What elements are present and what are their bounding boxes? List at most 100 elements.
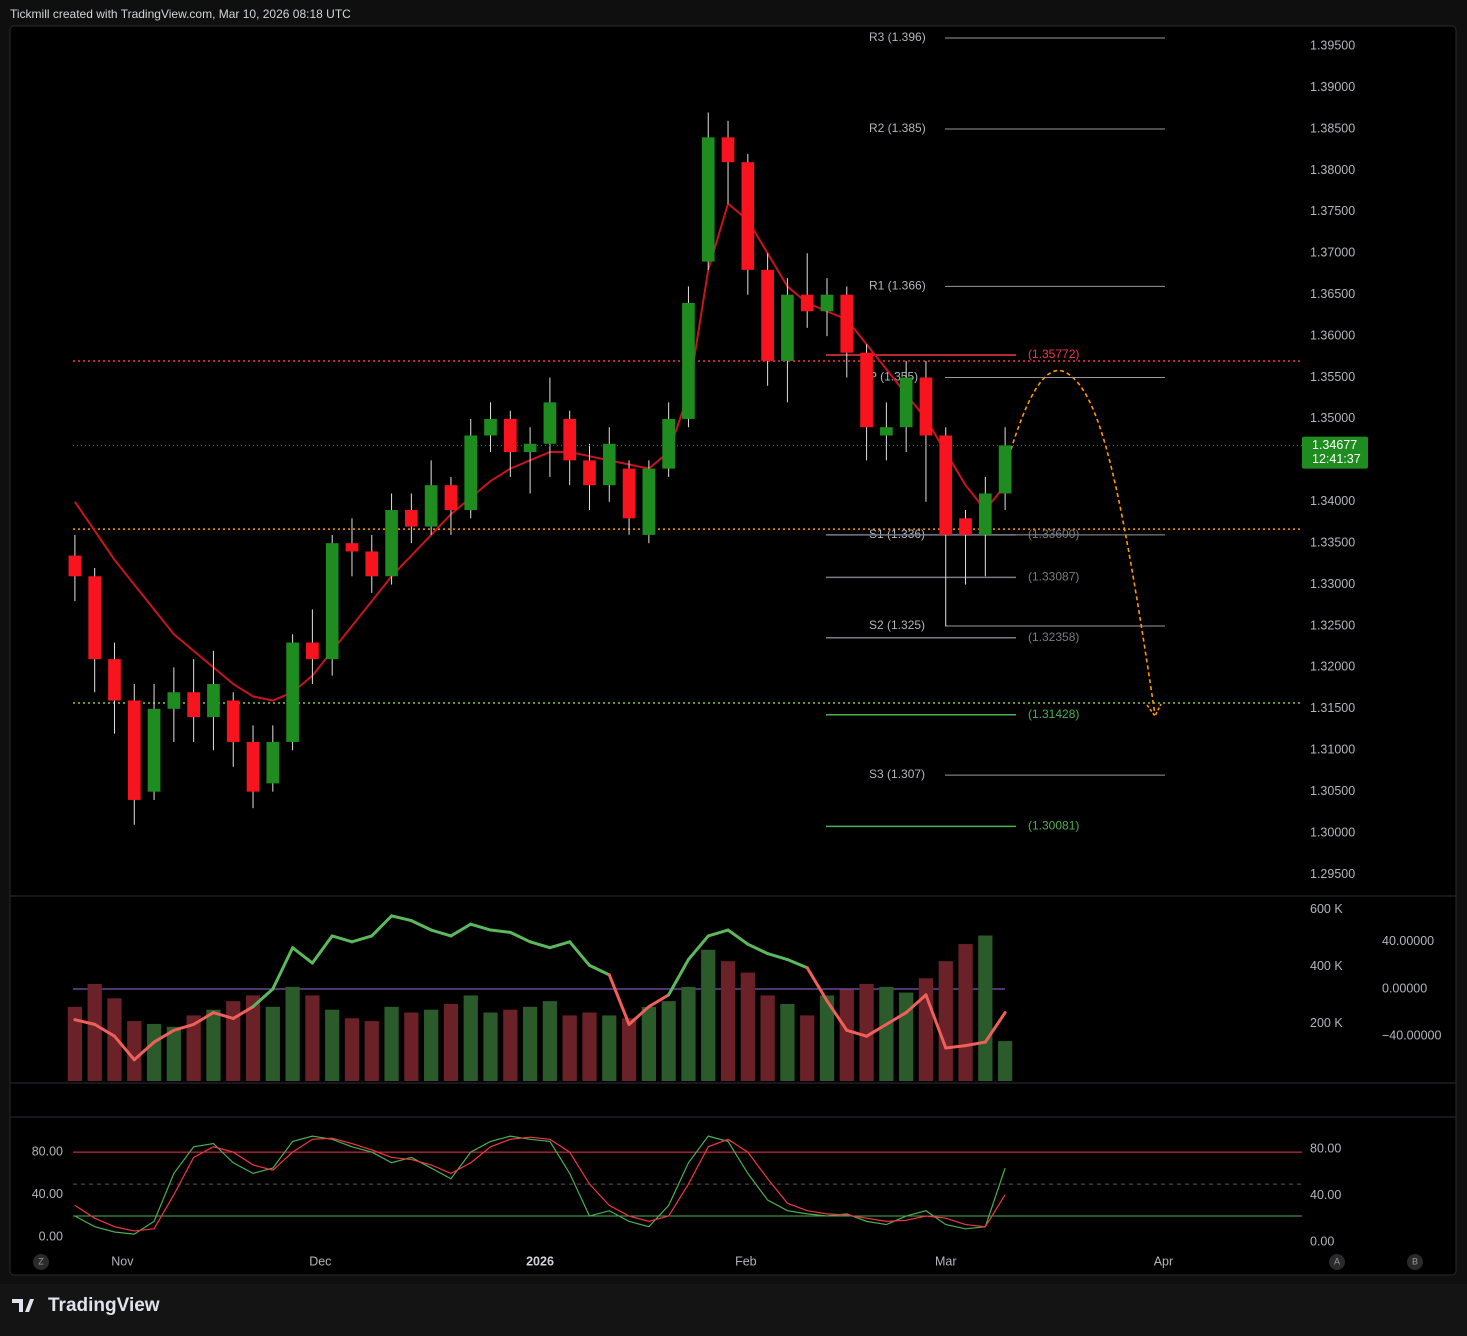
pivot-label: R1 (1.366)	[869, 279, 926, 293]
y-tick-label: 80.00	[1310, 1141, 1341, 1155]
header-title: Tickmill created with TradingView.com, M…	[10, 7, 351, 21]
candle-body	[820, 294, 834, 312]
candle-body	[682, 302, 695, 419]
y-tick-label: 0.00	[1310, 1234, 1334, 1248]
volume-bar	[107, 998, 122, 1081]
toolbar-button-label: B	[1412, 1256, 1418, 1266]
volume-bar	[760, 995, 775, 1081]
y-tick-label: 400 K	[1310, 959, 1343, 973]
y-tick-label: 40.00	[1310, 1188, 1341, 1202]
volume-bar	[384, 1006, 399, 1081]
y-tick-label: 200 K	[1310, 1016, 1343, 1030]
candle-body	[602, 443, 616, 486]
candle-body	[563, 418, 577, 461]
volume-bar	[206, 1009, 221, 1081]
candle-body	[523, 443, 537, 453]
y-tick-label: 1.29500	[1310, 867, 1355, 881]
volume-bar	[127, 1021, 142, 1081]
volume-bar	[305, 995, 320, 1081]
oscillator-segment	[310, 934, 334, 965]
volume-bar	[701, 949, 716, 1081]
brand-logo	[12, 1299, 34, 1312]
candle-body	[741, 162, 755, 270]
oscillator-segment	[370, 914, 394, 938]
candle-body	[444, 485, 458, 511]
oscillator-segment	[251, 987, 275, 1009]
oscillator-segment	[192, 1011, 215, 1026]
oscillator-segment	[904, 993, 928, 1015]
volume-bar	[325, 1009, 340, 1081]
volume-bar	[641, 1006, 656, 1081]
oscillator-segment	[647, 993, 671, 1009]
candle-body	[939, 435, 953, 535]
y-tick-label: 1.30000	[1310, 825, 1355, 839]
toolbar-button[interactable]	[1407, 1254, 1423, 1270]
y-tick-label: −40.00000	[1382, 1028, 1441, 1042]
candle-body	[167, 692, 181, 709]
y-tick-label: 600 K	[1310, 902, 1343, 916]
volume-bar	[404, 1012, 419, 1081]
oscillator-segment	[152, 1028, 176, 1044]
volume-bar	[562, 1015, 577, 1081]
level-label: (1.32358)	[1028, 630, 1079, 644]
chart-frame	[9, 25, 1457, 1276]
volume-bar	[424, 1009, 439, 1081]
y-tick-label: 1.36000	[1310, 328, 1355, 342]
oscillator-segment	[409, 919, 433, 932]
toolbar-button[interactable]	[1329, 1254, 1345, 1270]
y-tick-label: 1.34000	[1310, 494, 1355, 508]
volume-bar	[800, 1015, 815, 1081]
oscillator-segment	[746, 942, 770, 956]
candle-body	[800, 294, 814, 312]
oscillator-segment	[172, 1022, 196, 1032]
oscillator-segment	[132, 1040, 156, 1062]
candle-body	[701, 137, 715, 262]
volume-bar	[285, 986, 300, 1081]
toolbar-button[interactable]	[33, 1254, 49, 1270]
candle-body	[147, 708, 161, 792]
volume-bar	[483, 1012, 498, 1081]
pivot-label: S1 (1.336)	[869, 527, 925, 541]
candle-body	[127, 700, 141, 800]
candle-body	[405, 510, 418, 527]
oscillator-segment	[607, 973, 631, 1026]
volume-bar	[166, 1026, 181, 1081]
toolbar-button-label: Z	[38, 1256, 44, 1266]
candle-body	[880, 427, 893, 436]
y-tick-label: 0.00	[39, 1230, 63, 1244]
volume-bar	[146, 1023, 162, 1081]
pivot-label: S3 (1.307)	[869, 767, 925, 781]
y-tick-label: 40.00	[32, 1187, 63, 1201]
candle-body	[68, 555, 82, 577]
oscillator-segment	[924, 993, 948, 1050]
volume-bar	[87, 984, 102, 1081]
y-tick-label: 80.00	[32, 1144, 63, 1158]
candle-body	[226, 700, 240, 742]
candle-body	[306, 642, 319, 660]
candle-body	[325, 543, 339, 660]
volume-bar	[621, 1018, 637, 1081]
candle-body	[345, 543, 359, 552]
candle-body	[998, 445, 1012, 494]
oscillator-segment	[627, 1005, 651, 1026]
candle-body	[108, 659, 121, 701]
level-label: (1.33087)	[1028, 570, 1079, 584]
oscillator-segment	[548, 940, 572, 950]
candle-body	[266, 741, 280, 784]
oscillator-segment	[449, 922, 473, 938]
brand-name: TradingView	[48, 1295, 160, 1316]
volume-bar	[226, 1001, 241, 1081]
candle-body	[781, 294, 794, 361]
volume-bar	[245, 995, 261, 1081]
candle-body	[761, 269, 774, 361]
y-tick-label: 1.31500	[1310, 701, 1355, 715]
oscillator-segment	[825, 999, 849, 1032]
volume-bar	[997, 1041, 1013, 1081]
y-tick-label: 1.33500	[1310, 535, 1355, 549]
oscillator-segment	[112, 1034, 136, 1062]
pivot-label: S2 (1.325)	[869, 618, 925, 632]
volume-bar	[938, 961, 953, 1081]
x-tick-label: Apr	[1154, 1254, 1173, 1268]
